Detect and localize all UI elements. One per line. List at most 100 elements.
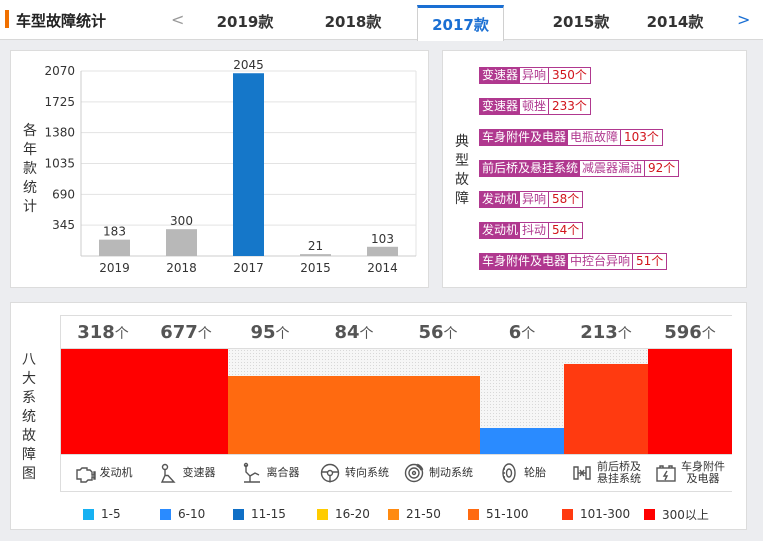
- system-count-unit: 个: [443, 326, 458, 342]
- system-bar-area: [396, 349, 480, 454]
- bar-2017[interactable]: [233, 73, 264, 256]
- system-label[interactable]: 变速器: [144, 454, 228, 492]
- fault-issue[interactable]: 异响: [520, 68, 550, 83]
- title-accent-bar: [5, 10, 9, 28]
- system-label[interactable]: 车身附件 及电器: [648, 454, 732, 492]
- system-column[interactable]: 56个制动系统: [396, 315, 480, 492]
- tab-2017[interactable]: 2017款: [417, 5, 504, 41]
- legend-swatch: [644, 508, 655, 520]
- fault-part[interactable]: 发动机: [480, 192, 521, 207]
- system-column[interactable]: 6个 轮胎: [480, 315, 564, 492]
- system-label[interactable]: 转向系统: [312, 454, 396, 492]
- system-count-value: 318: [77, 322, 115, 343]
- system-name: 离合器: [266, 466, 300, 479]
- system-bar-fill: [648, 349, 732, 454]
- fault-count: 58个: [549, 192, 583, 207]
- y-tick-label: 345: [52, 218, 75, 232]
- system-count: 318个: [61, 315, 145, 349]
- system-column[interactable]: 213个前后桥及 悬挂系统: [564, 315, 648, 492]
- fault-part[interactable]: 车身附件及电器: [480, 130, 569, 145]
- legend-swatch: [562, 508, 573, 520]
- legend: 1-5 6-10 11-15 16-20 21-50 51-100 101-300 300以上: [83, 506, 733, 522]
- tab-2014[interactable]: 2014款: [646, 13, 704, 31]
- eight-systems-label: 八大系统故障图: [22, 352, 36, 482]
- system-column[interactable]: 318个发动机: [60, 315, 145, 492]
- legend-item: 300以上: [644, 506, 709, 522]
- system-count-unit: 个: [701, 326, 716, 342]
- system-bar-area: [648, 349, 732, 454]
- next-arrow-icon[interactable]: >: [737, 10, 751, 29]
- year-stats-panel: 各年款统计 345 690 1035 1380 1725 2070 183 2019 300 20…: [10, 50, 429, 288]
- fault-item[interactable]: 车身附件及电器 中控台异响 51个: [479, 253, 668, 270]
- system-name: 车身附件 及电器: [681, 460, 725, 485]
- system-count: 56个: [396, 315, 480, 349]
- system-count: 213个: [564, 315, 648, 349]
- system-name: 轮胎: [524, 466, 546, 479]
- system-column[interactable]: 95个 离合器: [228, 315, 312, 492]
- system-bar-area: [61, 349, 145, 454]
- fault-item[interactable]: 前后桥及悬挂系统 减震器漏油 92个: [479, 160, 680, 177]
- system-column[interactable]: 677个变速器: [144, 315, 228, 492]
- fault-issue[interactable]: 抖动: [520, 223, 550, 238]
- system-count-unit: 个: [114, 326, 129, 342]
- system-label[interactable]: 轮胎: [480, 454, 564, 492]
- bar-value-label: 2045: [233, 58, 264, 72]
- legend-swatch: [83, 508, 94, 520]
- system-count: 677个: [144, 315, 228, 349]
- legend-swatch: [233, 508, 244, 520]
- system-bar-fill: [396, 376, 480, 454]
- bar-2014[interactable]: [367, 246, 398, 256]
- tab-2019[interactable]: 2019款: [216, 13, 274, 31]
- fault-item[interactable]: 发动机 异响 58个: [479, 191, 584, 208]
- system-column[interactable]: 84个 转向系统: [312, 315, 396, 492]
- typical-faults-panel: 典型故障 变速器 异响 350个 变速器 顿挫 233个 车身附件及电器 电瓶故障 103个 前后…: [442, 50, 747, 288]
- fault-part[interactable]: 发动机: [480, 223, 521, 238]
- legend-label: 16-20: [335, 507, 370, 521]
- fault-part[interactable]: 变速器: [480, 68, 521, 83]
- fault-issue[interactable]: 异响: [520, 192, 550, 207]
- system-bar-area: [564, 349, 648, 454]
- legend-label: 6-10: [178, 507, 206, 521]
- page-title: 车型故障统计: [16, 12, 107, 30]
- fault-issue[interactable]: 中控台异响: [568, 254, 634, 269]
- tab-2018[interactable]: 2018款: [324, 13, 382, 31]
- legend-swatch: [317, 508, 328, 520]
- system-count-value: 95: [250, 322, 276, 343]
- fault-item[interactable]: 变速器 异响 350个: [479, 67, 591, 84]
- fault-item[interactable]: 变速器 顿挫 233个: [479, 98, 591, 115]
- fault-issue[interactable]: 电瓶故障: [568, 130, 622, 145]
- fault-item[interactable]: 发动机 抖动 54个: [479, 222, 584, 239]
- system-column[interactable]: 596个 车身附件 及电器: [648, 315, 732, 492]
- system-bar-fill: [312, 376, 396, 454]
- prev-arrow-icon[interactable]: <: [171, 10, 185, 29]
- fault-issue[interactable]: 顿挫: [520, 99, 550, 114]
- fault-part[interactable]: 车身附件及电器: [480, 254, 569, 269]
- system-bar-area: [312, 349, 396, 454]
- system-label[interactable]: 制动系统: [396, 454, 480, 492]
- system-label[interactable]: 发动机: [61, 454, 145, 492]
- bar-value-label: 103: [371, 232, 394, 246]
- system-label[interactable]: 前后桥及 悬挂系统: [564, 454, 648, 492]
- fault-count: 233个: [549, 99, 590, 114]
- bar-2015[interactable]: [300, 254, 331, 256]
- clutch-pedal-icon: [243, 462, 260, 483]
- gear-shift-icon: [160, 463, 176, 483]
- system-bar-fill: [228, 376, 312, 454]
- system-count-value: 213: [580, 322, 618, 343]
- system-label[interactable]: 离合器: [228, 454, 312, 492]
- legend-item: 21-50: [388, 506, 441, 522]
- suspension-icon: [573, 466, 591, 480]
- fault-part[interactable]: 变速器: [480, 99, 521, 114]
- header-bar: 车型故障统计 < 2019款 2018款 2017款 2015款 2014款 >: [0, 0, 763, 41]
- y-tick-label: 1725: [44, 95, 75, 109]
- y-tick-label: 1035: [44, 157, 75, 171]
- legend-item: 101-300: [562, 506, 630, 522]
- fault-part[interactable]: 前后桥及悬挂系统: [480, 161, 581, 176]
- fault-issue[interactable]: 减震器漏油: [580, 161, 646, 176]
- tab-2015[interactable]: 2015款: [552, 13, 610, 31]
- bar-2018[interactable]: [166, 229, 197, 256]
- eight-systems-panel: 八大系统故障图 318个 发动机 677个 变速器 95个 离合器 84个 转向系统 56个 制动…: [10, 302, 747, 530]
- fault-item[interactable]: 车身附件及电器 电瓶故障 103个: [479, 129, 663, 146]
- system-bar-fill: [61, 349, 145, 454]
- bar-2019[interactable]: [99, 239, 130, 256]
